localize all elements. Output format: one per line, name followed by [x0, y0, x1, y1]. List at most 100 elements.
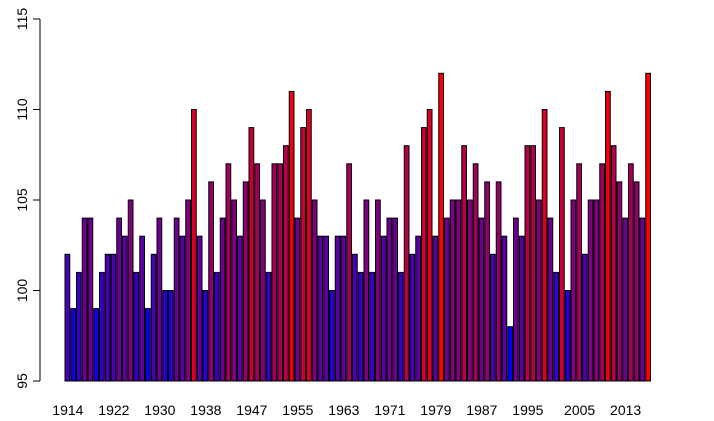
x-tick-label: 1914 [52, 402, 83, 418]
bar [104, 253, 111, 382]
y-tick-label: 100 [14, 279, 30, 303]
bar [248, 127, 255, 382]
bar [306, 109, 312, 382]
bar [484, 181, 490, 382]
bar [93, 308, 99, 382]
bar [300, 127, 306, 382]
bar [472, 163, 479, 382]
bar [237, 235, 243, 382]
bar [622, 217, 628, 382]
bar [610, 145, 617, 382]
x-tick-label: 1987 [466, 402, 497, 418]
bar [260, 199, 266, 382]
bar [196, 235, 203, 382]
bar [495, 181, 502, 382]
bar [70, 308, 76, 382]
x-tick-label: 1963 [328, 402, 359, 418]
bar [323, 235, 329, 382]
bar [162, 290, 168, 382]
bar [438, 72, 444, 382]
bar [271, 163, 278, 382]
bar [76, 271, 82, 382]
bar [225, 163, 232, 382]
bar [490, 253, 496, 382]
bar [214, 271, 220, 382]
bar [334, 235, 341, 382]
bar [150, 253, 157, 382]
bar [317, 235, 324, 382]
bar [530, 145, 536, 382]
bar [455, 199, 462, 382]
bar [208, 181, 214, 382]
bar [64, 253, 71, 382]
bar [352, 253, 358, 382]
bar [513, 217, 519, 382]
x-axis-labels: 1914 1922 1930 1938 1947 1955 1963 1971 1979 1987… [52, 402, 641, 418]
y-tick-label: 115 [14, 8, 30, 31]
bar [191, 109, 197, 382]
x-tick-label: 1947 [236, 402, 267, 418]
bar [518, 235, 525, 382]
bar [277, 163, 283, 382]
bar [145, 308, 151, 382]
bar [81, 217, 88, 382]
x-tick-label: 1938 [190, 402, 221, 418]
bar [547, 217, 554, 382]
bar [380, 235, 387, 382]
bar [599, 163, 605, 382]
bar [628, 163, 634, 382]
bar [392, 217, 398, 382]
bar [467, 199, 473, 382]
bar [311, 199, 318, 382]
bar [99, 271, 105, 382]
bar [616, 181, 623, 382]
x-tick-label: 1971 [374, 402, 405, 418]
bar [421, 127, 427, 382]
bar [369, 271, 375, 382]
bar [564, 290, 571, 382]
bar [357, 271, 364, 382]
bar [173, 217, 180, 382]
bar [559, 127, 565, 382]
bar [375, 199, 381, 382]
bar [403, 145, 410, 382]
bar [461, 145, 467, 382]
bar [346, 163, 352, 382]
y-tick-label: 95 [14, 373, 30, 389]
bar [179, 235, 186, 382]
bar [398, 271, 404, 382]
x-tick-label: 1930 [144, 402, 175, 418]
bar [288, 90, 295, 382]
bar [605, 90, 611, 382]
bar [139, 235, 145, 382]
bar [570, 199, 577, 382]
bar [645, 72, 651, 382]
bar [633, 181, 640, 382]
x-tick-label: 1979 [420, 402, 451, 418]
bar [478, 217, 485, 382]
bar [524, 145, 531, 382]
y-axis: 95 100 105 110 115 [14, 8, 41, 389]
bar [202, 290, 209, 382]
bar [449, 199, 456, 382]
bar [110, 253, 117, 382]
bar [501, 235, 508, 382]
x-tick-label: 1995 [512, 402, 543, 418]
bar [587, 199, 594, 382]
x-tick-label: 2005 [564, 402, 595, 418]
bar [639, 217, 646, 382]
bar [507, 326, 513, 382]
bar [122, 235, 128, 382]
bar [426, 109, 433, 382]
bar [168, 290, 174, 382]
x-tick-label: 1922 [98, 402, 129, 418]
bar [231, 199, 237, 382]
bar [582, 253, 588, 382]
y-tick-label: 110 [14, 98, 30, 121]
bar [363, 199, 370, 382]
bar [536, 199, 542, 382]
bars-group [64, 72, 651, 382]
bar [553, 271, 559, 382]
x-tick-label: 1955 [282, 402, 313, 418]
